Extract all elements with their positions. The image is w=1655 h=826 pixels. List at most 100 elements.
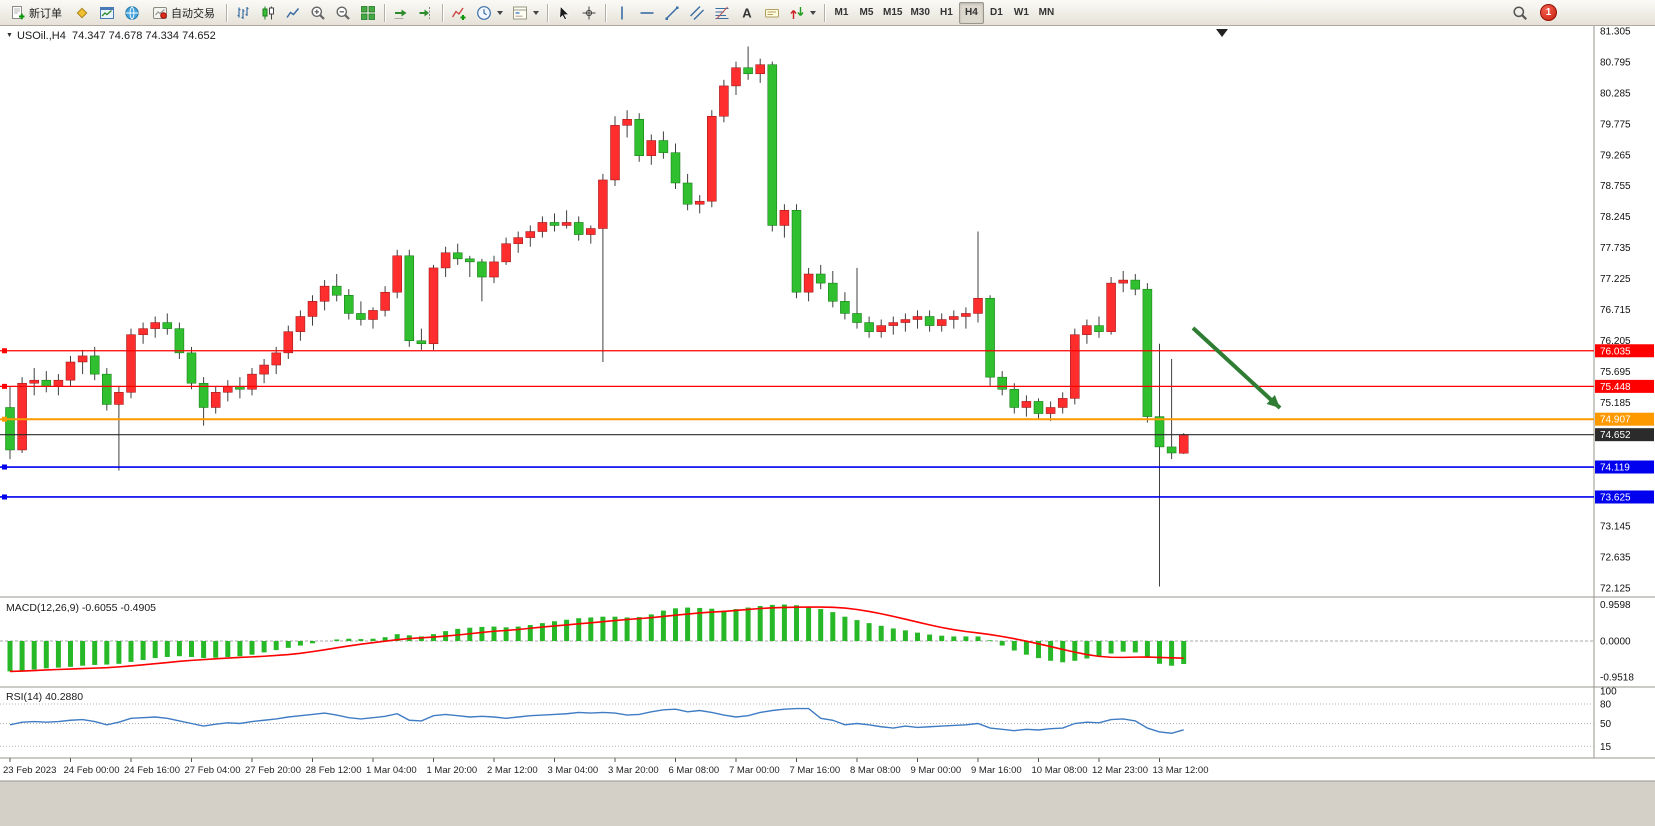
price-tag bbox=[1595, 379, 1654, 393]
zoom-in-button[interactable] bbox=[306, 2, 330, 24]
text-tool-button[interactable]: A bbox=[735, 2, 759, 24]
svg-text:79.775: 79.775 bbox=[1600, 119, 1631, 130]
zoom-in-icon bbox=[311, 6, 325, 20]
svg-text:79.265: 79.265 bbox=[1600, 150, 1631, 161]
hline-73.625[interactable]: 73.625 bbox=[0, 490, 1654, 504]
tile-windows-button[interactable] bbox=[356, 2, 380, 24]
svg-text:9 Mar 16:00: 9 Mar 16:00 bbox=[971, 765, 1022, 776]
periods-button[interactable] bbox=[472, 2, 507, 24]
trendline-button[interactable] bbox=[660, 2, 684, 24]
search-icon bbox=[1513, 5, 1527, 20]
new-order-label: 新订单 bbox=[29, 7, 62, 20]
timeframe-m5-button[interactable]: M5 bbox=[854, 2, 879, 24]
svg-text:73.145: 73.145 bbox=[1600, 522, 1631, 533]
svg-text:7 Mar 00:00: 7 Mar 00:00 bbox=[729, 765, 780, 776]
chart-window-button[interactable] bbox=[95, 2, 119, 24]
autotrading-label: 自动交易 bbox=[171, 7, 215, 20]
autotrading-button[interactable]: 自动交易 bbox=[145, 2, 222, 24]
hline-74.652[interactable]: 74.652 bbox=[0, 428, 1654, 442]
hline-75.448[interactable]: 75.448 bbox=[0, 379, 1654, 393]
new-order-button[interactable]: 新订单 bbox=[3, 2, 69, 24]
crosshair-icon bbox=[582, 6, 596, 19]
zoom-out-button[interactable] bbox=[331, 2, 355, 24]
toolbar-right: 1 bbox=[1508, 2, 1557, 24]
svg-text:72.125: 72.125 bbox=[1600, 584, 1631, 595]
chart-canvas[interactable]: 76.03575.44874.90774.65274.11973.62581.3… bbox=[0, 26, 1655, 826]
macd-axis-label: 0.9598 bbox=[1600, 600, 1631, 611]
chevron-down-icon bbox=[533, 10, 539, 15]
window-bottom-strip bbox=[0, 781, 1655, 826]
svg-text:13 Mar 12:00: 13 Mar 12:00 bbox=[1153, 765, 1209, 776]
clock-icon bbox=[477, 5, 491, 20]
toolbar-separator bbox=[547, 3, 548, 22]
rsi-axis-label: 15 bbox=[1600, 742, 1612, 753]
bar-chart-button[interactable] bbox=[231, 2, 255, 24]
market-watch-button[interactable] bbox=[70, 2, 94, 24]
community-button[interactable] bbox=[120, 2, 144, 24]
price-tag bbox=[1595, 460, 1654, 474]
crosshair-button[interactable] bbox=[577, 2, 601, 24]
svg-text:75.448: 75.448 bbox=[1600, 382, 1631, 393]
cursor-button[interactable] bbox=[552, 2, 576, 24]
tile-windows-icon bbox=[361, 5, 375, 20]
svg-text:78.245: 78.245 bbox=[1600, 212, 1631, 223]
new-order-icon bbox=[12, 5, 25, 19]
svg-text:1 Mar 20:00: 1 Mar 20:00 bbox=[427, 765, 478, 776]
svg-text:12 Mar 23:00: 12 Mar 23:00 bbox=[1092, 765, 1148, 776]
svg-text:3 Mar 20:00: 3 Mar 20:00 bbox=[608, 765, 659, 776]
svg-text:28 Feb 12:00: 28 Feb 12:00 bbox=[306, 765, 362, 776]
svg-text:1 Mar 04:00: 1 Mar 04:00 bbox=[366, 765, 417, 776]
svg-text:9 Mar 00:00: 9 Mar 00:00 bbox=[911, 765, 962, 776]
chart-shift-icon bbox=[419, 6, 430, 19]
timeframe-m1-button[interactable]: M1 bbox=[829, 2, 854, 24]
vertical-line-button[interactable] bbox=[610, 2, 634, 24]
timeframe-mn-button[interactable]: MN bbox=[1034, 2, 1059, 24]
price-levels[interactable]: 76.035 75.448 74.907 74.652 74.119 73.625 bbox=[0, 344, 1654, 504]
hline-76.035[interactable]: 76.035 bbox=[0, 344, 1654, 358]
svg-text:77.735: 77.735 bbox=[1600, 243, 1631, 254]
line-chart-button[interactable] bbox=[281, 2, 305, 24]
arrows-tool-button[interactable] bbox=[785, 2, 820, 24]
hline-74.907[interactable]: 74.907 bbox=[0, 412, 1654, 426]
search-button[interactable] bbox=[1508, 2, 1532, 24]
timeframe-m30-button[interactable]: M30 bbox=[906, 2, 933, 24]
chart-shift-button[interactable] bbox=[414, 2, 438, 24]
toolbar: 新订单 自动交易 bbox=[0, 0, 1655, 26]
svg-text:27 Feb 04:00: 27 Feb 04:00 bbox=[185, 765, 241, 776]
trendline-icon bbox=[665, 6, 679, 20]
timeframe-w1-button[interactable]: W1 bbox=[1009, 2, 1034, 24]
trend-arrow[interactable] bbox=[1191, 326, 1282, 410]
chart-area: 76.035 75.448 74.907 74.652 74.119 73.625 81.3… bbox=[0, 26, 1655, 826]
channel-button[interactable] bbox=[685, 2, 709, 24]
chevron-down-icon bbox=[497, 10, 503, 15]
svg-text:80.285: 80.285 bbox=[1600, 88, 1631, 99]
text-label-button[interactable] bbox=[760, 2, 784, 24]
timeframe-m15-button[interactable]: M15 bbox=[879, 2, 906, 24]
time-marker[interactable] bbox=[1216, 29, 1228, 37]
horizontal-line-button[interactable] bbox=[635, 2, 659, 24]
timeframe-h1-button[interactable]: H1 bbox=[934, 2, 959, 24]
horizontal-line-icon bbox=[640, 11, 654, 14]
price-axis: 81.305 80.795 80.285 79.775 79.265 78.755 78.2… bbox=[1600, 27, 1631, 595]
toolbar-separator bbox=[605, 3, 606, 22]
time-axis: 23 Feb 2023 24 Feb 00:00 24 Feb 16:00 27 Fe… bbox=[3, 758, 1208, 776]
svg-text:76.715: 76.715 bbox=[1600, 305, 1631, 316]
fibonacci-button[interactable] bbox=[710, 2, 734, 24]
macd-histogram bbox=[7, 604, 1187, 672]
timeframe-h4-button[interactable]: H4 bbox=[958, 1, 984, 24]
templates-button[interactable] bbox=[508, 2, 543, 24]
svg-text:24 Feb 16:00: 24 Feb 16:00 bbox=[124, 765, 180, 776]
notification-badge[interactable]: 1 bbox=[1540, 4, 1557, 21]
auto-scroll-button[interactable] bbox=[389, 2, 413, 24]
bar-chart-icon bbox=[237, 6, 249, 19]
indicators-button[interactable] bbox=[447, 2, 471, 24]
hline-74.119[interactable]: 74.119 bbox=[0, 460, 1654, 474]
toolbar-separator bbox=[384, 3, 385, 22]
macd-axis-label: 0.0000 bbox=[1600, 637, 1631, 648]
candlestick-chart-button[interactable] bbox=[256, 2, 280, 24]
svg-text:6 Mar 08:00: 6 Mar 08:00 bbox=[669, 765, 720, 776]
timeframe-d1-button[interactable]: D1 bbox=[984, 2, 1009, 24]
svg-text:80.795: 80.795 bbox=[1600, 57, 1631, 68]
svg-text:76.035: 76.035 bbox=[1600, 346, 1631, 357]
text-tool-icon: A bbox=[742, 5, 752, 20]
